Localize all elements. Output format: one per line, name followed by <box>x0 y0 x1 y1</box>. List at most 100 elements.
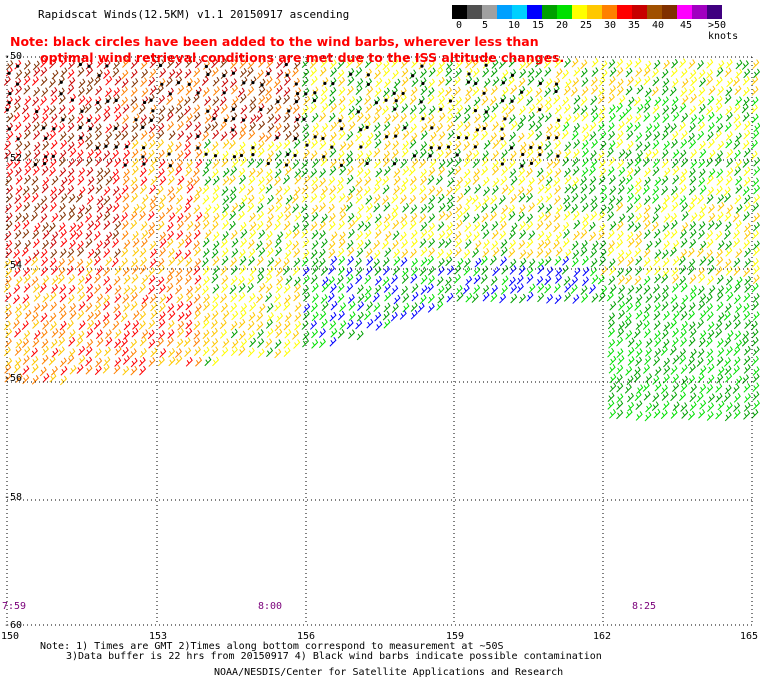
quality-flag-circle <box>338 119 342 123</box>
wind-barb <box>276 275 284 286</box>
quality-flag-circle <box>394 134 398 138</box>
wind-barb <box>651 68 659 78</box>
wind-barb <box>195 356 203 367</box>
wind-barb <box>348 311 356 321</box>
wind-barb <box>318 257 326 268</box>
wind-barb <box>211 310 219 320</box>
wind-barb <box>742 112 750 122</box>
wind-barb <box>94 104 102 114</box>
wind-barb <box>328 176 336 186</box>
wind-barb <box>58 222 66 232</box>
wind-barb <box>618 213 626 224</box>
wind-barb <box>643 328 651 339</box>
wind-barb <box>320 266 328 276</box>
wind-barb <box>265 76 273 86</box>
wind-barb <box>436 149 444 160</box>
wind-barb <box>753 166 760 176</box>
wind-barb <box>285 275 293 286</box>
wind-barb <box>480 203 488 213</box>
wind-barb <box>508 131 516 142</box>
wind-barb <box>148 284 156 295</box>
wind-barb <box>301 77 309 87</box>
wind-barb <box>265 230 273 241</box>
wind-barb <box>5 357 13 368</box>
wind-barb <box>328 265 336 275</box>
wind-barb <box>690 76 698 87</box>
quality-flag-circle <box>529 161 534 165</box>
legend-swatch <box>617 5 632 19</box>
wind-barb <box>318 328 326 338</box>
wind-barb <box>5 240 13 250</box>
wind-barb <box>158 212 166 222</box>
wind-barb <box>78 95 86 105</box>
wind-barb <box>373 184 381 194</box>
wind-barb <box>166 141 174 151</box>
wind-barb <box>643 141 651 152</box>
quality-flag-circle <box>43 162 47 166</box>
wind-barb <box>733 103 741 114</box>
wind-barb <box>42 176 50 187</box>
wind-barb <box>735 68 743 79</box>
wind-barb <box>13 363 21 374</box>
wind-barb <box>679 175 687 186</box>
wind-barb <box>336 183 344 194</box>
wind-barb <box>636 384 644 394</box>
wind-barb <box>446 157 454 168</box>
wind-barb <box>266 247 274 258</box>
wind-barb <box>643 285 651 295</box>
wind-barb <box>427 230 435 241</box>
wind-barb <box>105 176 113 186</box>
wind-barb <box>419 148 427 159</box>
wind-barb <box>741 103 749 114</box>
wind-barb <box>141 87 149 98</box>
wind-barb <box>84 204 92 215</box>
wind-barb <box>338 95 346 106</box>
wind-barb <box>247 347 255 358</box>
wind-barb <box>275 84 283 95</box>
wind-barb <box>391 240 399 250</box>
wind-barb <box>508 114 516 124</box>
wind-barb <box>33 149 41 160</box>
wind-barb <box>617 159 625 170</box>
wind-barb <box>627 285 635 295</box>
quality-flag-circle <box>44 155 48 159</box>
wind-barb <box>302 123 310 133</box>
wind-barb <box>743 267 751 278</box>
wind-barb <box>410 204 418 215</box>
wind-barb <box>185 120 193 131</box>
wind-barb <box>93 248 101 259</box>
wind-barb <box>147 267 155 277</box>
wind-barb <box>706 131 714 142</box>
wind-barb <box>76 258 84 269</box>
quality-flag-circle <box>557 118 561 122</box>
wind-barb <box>616 221 624 231</box>
wind-barb <box>85 266 93 277</box>
wind-barb <box>138 211 146 221</box>
wind-barb <box>283 139 291 150</box>
wind-barb <box>617 184 625 195</box>
wind-barb <box>202 301 210 311</box>
wind-barb <box>239 123 247 134</box>
wind-barb <box>210 319 218 329</box>
wind-barb <box>706 58 714 69</box>
lat-label-52: -52 <box>4 153 23 164</box>
wind-barb <box>735 248 743 258</box>
wind-barb <box>141 294 149 305</box>
wind-barb <box>501 103 509 114</box>
wind-barb <box>715 113 723 124</box>
wind-barb <box>157 276 165 287</box>
wind-barb <box>670 67 678 78</box>
quality-flag-circle <box>321 136 325 141</box>
wind-barb <box>743 410 751 420</box>
wind-barb <box>599 248 607 259</box>
wind-barb <box>715 248 723 259</box>
wind-barb <box>535 87 543 98</box>
quality-flag-circle <box>95 146 100 150</box>
quality-flag-circle <box>446 145 451 149</box>
wind-barb <box>570 284 578 294</box>
wind-barb <box>76 284 84 294</box>
wind-barb <box>438 166 446 176</box>
wind-barb <box>635 238 643 248</box>
wind-barb <box>383 140 391 151</box>
wind-barb <box>697 348 705 358</box>
